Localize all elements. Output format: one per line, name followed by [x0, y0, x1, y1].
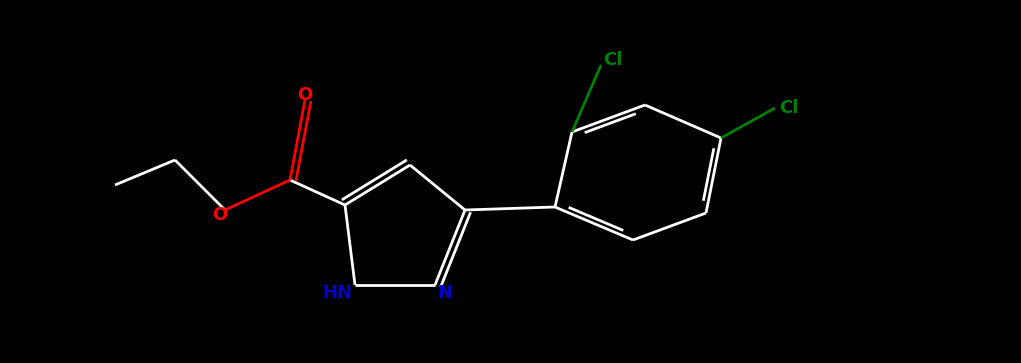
Text: Cl: Cl — [779, 99, 798, 117]
Text: HN: HN — [322, 284, 352, 302]
Text: N: N — [438, 284, 452, 302]
Text: Cl: Cl — [603, 51, 623, 69]
Text: O: O — [212, 206, 228, 224]
Text: O: O — [297, 86, 312, 104]
